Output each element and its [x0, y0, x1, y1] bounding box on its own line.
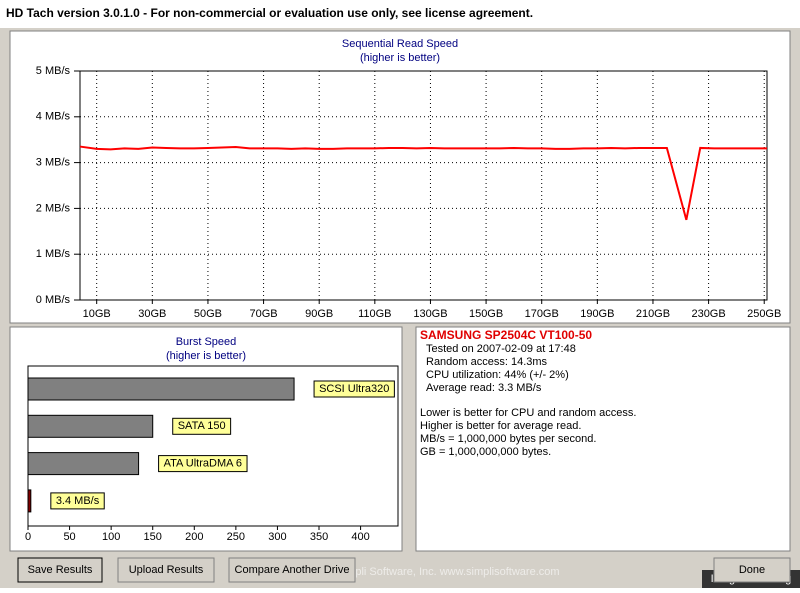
- x-tick-label: 100: [102, 531, 120, 543]
- bar: [27, 377, 295, 401]
- note-line: GB = 1,000,000,000 bytes.: [420, 446, 551, 458]
- button[interactable]: [228, 557, 356, 583]
- window-title: HD Tach version 3.0.1.0 - For non-commer…: [6, 6, 533, 20]
- chart-title: Burst Speed: [176, 336, 237, 348]
- label-box: [158, 455, 248, 473]
- note-line: MB/s = 1,000,000 bytes per second.: [420, 433, 596, 445]
- y-tick-label: 3 MB/s: [36, 157, 71, 169]
- button-label[interactable]: Upload Results: [129, 564, 204, 576]
- info-panel: [415, 326, 791, 552]
- bar-label: SCSI Ultra320: [319, 383, 389, 395]
- y-tick-label: 4 MB/s: [36, 111, 71, 123]
- x-tick-label: 70GB: [250, 308, 278, 320]
- x-tick-label: 10GB: [83, 308, 111, 320]
- bar: [27, 489, 32, 513]
- title-bar: [0, 0, 800, 28]
- read-speed-line: [79, 145, 767, 221]
- x-tick-label: 50: [63, 531, 75, 543]
- button[interactable]: [713, 557, 791, 583]
- result-line: Random access: 14.3ms: [426, 356, 548, 368]
- x-tick-label: 50GB: [194, 308, 222, 320]
- x-tick-label: 110GB: [358, 308, 391, 320]
- y-tick-label: 1 MB/s: [36, 248, 71, 260]
- x-tick-label: 170GB: [525, 308, 559, 320]
- button-label[interactable]: Compare Another Drive: [235, 564, 350, 576]
- x-tick-label: 250: [227, 531, 245, 543]
- x-tick-label: 300: [268, 531, 286, 543]
- x-tick-label: 250GB: [747, 308, 781, 320]
- button[interactable]: [17, 557, 103, 583]
- burst-panel: [9, 326, 403, 552]
- button[interactable]: [117, 557, 215, 583]
- label-box: [172, 417, 232, 435]
- button-label[interactable]: Save Results: [28, 564, 93, 576]
- seq-panel: [9, 30, 791, 324]
- x-tick-label: 400: [351, 531, 369, 543]
- x-tick-label: 130GB: [413, 308, 447, 320]
- plot-border: [79, 70, 768, 301]
- x-tick-label: 90GB: [305, 308, 333, 320]
- x-tick-label: 30GB: [138, 308, 166, 320]
- bar-label: SATA 150: [178, 420, 226, 432]
- x-tick-label: 150: [144, 531, 162, 543]
- x-tick-label: 150GB: [469, 308, 503, 320]
- x-tick-label: 0: [25, 531, 31, 543]
- x-tick-label: 230GB: [691, 308, 725, 320]
- x-tick-label: 210GB: [636, 308, 670, 320]
- bar: [27, 452, 140, 476]
- chart-subtitle: (higher is better): [360, 52, 440, 64]
- result-line: Tested on 2007-02-09 at 17:48: [426, 343, 576, 355]
- chart-subtitle: (higher is better): [166, 350, 246, 362]
- x-tick-label: 200: [185, 531, 203, 543]
- x-tick-label: 190GB: [580, 308, 614, 320]
- plot-border: [27, 365, 399, 527]
- result-line: Average read: 3.3 MB/s: [426, 382, 542, 394]
- x-tick-label: 350: [310, 531, 328, 543]
- bar-label: 3.4 MB/s: [56, 495, 100, 507]
- y-tick-label: 2 MB/s: [36, 202, 71, 214]
- y-tick-label: 5 MB/s: [36, 65, 71, 77]
- button-label[interactable]: Done: [739, 564, 765, 576]
- bar: [27, 414, 154, 438]
- note-line: Lower is better for CPU and random acces…: [420, 407, 636, 419]
- y-tick-label: 0 MB/s: [36, 294, 71, 306]
- label-box: [50, 492, 105, 510]
- chart-title: Sequential Read Speed: [342, 38, 458, 50]
- label-box: [313, 380, 395, 398]
- note-line: Higher is better for average read.: [420, 420, 581, 432]
- result-line: CPU utilization: 44% (+/- 2%): [426, 369, 569, 381]
- drive-name: SAMSUNG SP2504C VT100-50: [420, 328, 592, 342]
- bar-label: ATA UltraDMA 6: [164, 458, 242, 470]
